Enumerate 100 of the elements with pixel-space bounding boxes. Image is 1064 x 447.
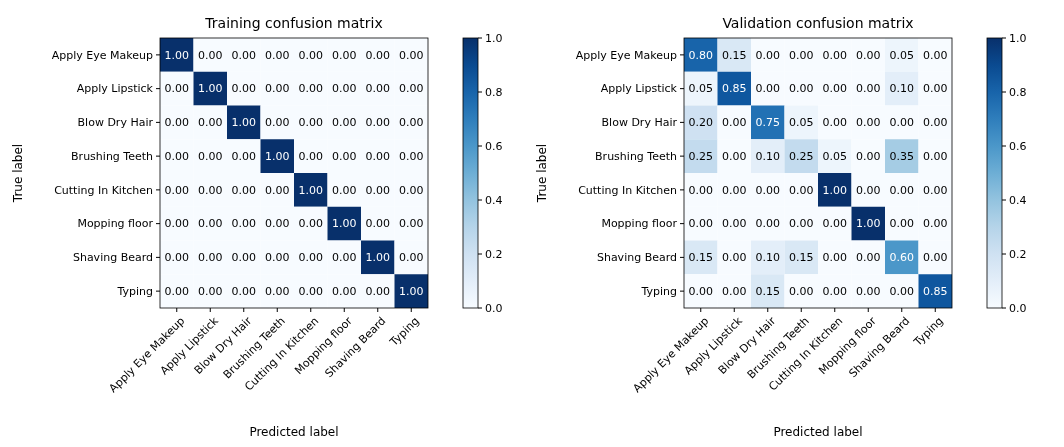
data-label: 0.00 [923,116,948,130]
y-axis-title: True label [11,143,25,204]
data-label: 0.05 [822,149,847,163]
data-label: 0.00 [365,183,390,197]
data-label: 0.00 [332,116,357,130]
data-label: 0.00 [822,82,847,96]
data-label: 0.00 [722,284,747,298]
y-tick-label: Mopping floor [77,217,154,231]
y-tick-label: Shaving Beard [72,251,153,265]
data-label: 1.00 [822,183,847,197]
color-bar-label: 0.2 [485,247,503,261]
data-label: 0.20 [688,116,713,130]
data-label: 1.00 [332,217,357,231]
data-label: 1.00 [231,116,256,130]
data-label: 0.00 [822,116,847,130]
data-label: 0.75 [755,116,780,130]
data-label: 0.00 [722,251,747,265]
color-bar-label: 0.8 [1009,85,1027,99]
data-label: 0.00 [856,48,881,62]
data-label: 0.00 [164,149,189,163]
data-label: 0.00 [923,183,948,197]
data-label: 0.00 [399,183,424,197]
data-label: 0.00 [856,284,881,298]
y-tick-label: Cutting In Kitchen [578,183,678,197]
data-label: 0.05 [889,48,914,62]
color-bar-label: 1.0 [1009,31,1027,45]
y-tick-label: Typing [640,284,677,298]
data-label: 0.00 [164,217,189,231]
x-axis-title: Predicted label [773,425,863,439]
data-label: 0.00 [231,251,256,265]
data-label: 0.25 [688,149,713,163]
data-label: 0.00 [722,116,747,130]
data-label: 0.00 [399,82,424,96]
data-label: 0.15 [789,251,814,265]
data-label: 0.15 [722,48,747,62]
data-label: 0.00 [822,284,847,298]
data-label: 0.00 [198,217,223,231]
data-label: 0.25 [789,149,814,163]
data-label: 0.00 [889,116,914,130]
data-label: 0.00 [688,217,713,231]
data-label: 0.00 [856,251,881,265]
data-label: 1.00 [856,217,881,231]
data-label: 0.10 [889,82,914,96]
data-label: 0.00 [822,251,847,265]
data-label: 0.00 [755,48,780,62]
y-tick-label: Shaving Beard [596,251,677,265]
data-label: 0.00 [198,183,223,197]
data-label: 0.00 [332,251,357,265]
data-label: 0.00 [265,48,290,62]
data-label: 0.00 [789,48,814,62]
data-label: 0.00 [399,251,424,265]
color-bar-label: 0.4 [1009,193,1027,207]
data-label: 0.00 [298,251,323,265]
y-tick-label: Blow Dry Hair [77,116,154,130]
data-label: 0.00 [399,149,424,163]
data-label: 0.00 [399,116,424,130]
data-label: 0.00 [722,183,747,197]
y-tick-label: Apply Eye Makeup [575,48,678,62]
data-label: 0.00 [164,116,189,130]
data-label: 0.05 [789,116,814,130]
y-tick-label: Blow Dry Hair [601,116,678,130]
data-label: 0.85 [722,82,747,96]
data-label: 0.00 [231,284,256,298]
data-label: 0.00 [399,217,424,231]
data-label: 0.00 [198,116,223,130]
data-label: 0.00 [332,48,357,62]
data-label: 0.00 [789,284,814,298]
data-label: 0.00 [399,48,424,62]
data-label: 0.00 [265,82,290,96]
data-label: 0.00 [722,217,747,231]
y-tick-label: Cutting In Kitchen [54,183,154,197]
color-bar-label: 0.6 [485,139,503,153]
chart-title: Training confusion matrix [204,15,383,31]
data-label: 0.00 [164,183,189,197]
color-bar-label: 1.0 [485,31,503,45]
y-tick-label: Apply Eye Makeup [51,48,154,62]
color-bar-label: 0.8 [485,85,503,99]
data-label: 0.00 [856,116,881,130]
data-label: 0.00 [365,48,390,62]
data-label: 0.00 [755,217,780,231]
data-label: 0.00 [265,284,290,298]
data-label: 0.00 [298,48,323,62]
y-tick-label: Brushing Teeth [595,149,678,163]
data-label: 0.00 [688,183,713,197]
y-tick-label: Mopping floor [601,217,678,231]
data-label: 0.00 [198,284,223,298]
color-bar-label: 0.0 [485,301,503,315]
data-label: 0.00 [923,82,948,96]
data-label: 1.00 [198,82,223,96]
data-label: 0.00 [789,217,814,231]
data-label: 0.80 [688,48,713,62]
data-label: 0.00 [365,217,390,231]
data-label: 0.00 [198,251,223,265]
color-bar-label: 0.2 [1009,247,1027,261]
data-label: 0.15 [755,284,780,298]
data-label: 1.00 [265,149,290,163]
data-label: 0.00 [332,284,357,298]
data-label: 0.00 [231,82,256,96]
data-label: 0.00 [231,217,256,231]
data-label: 0.00 [889,217,914,231]
